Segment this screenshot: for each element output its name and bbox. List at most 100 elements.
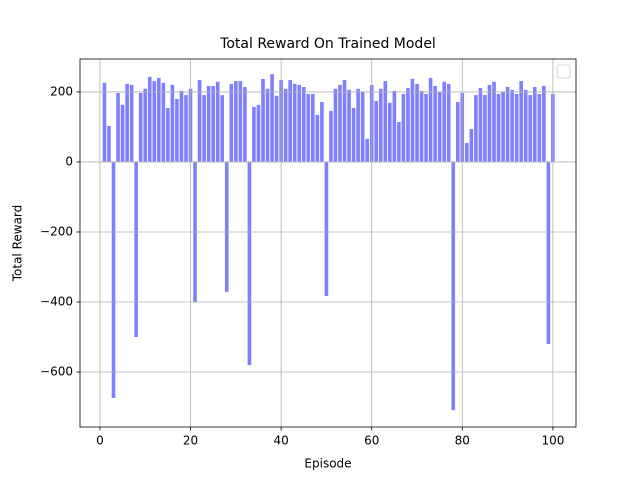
- chart-title: Total Reward On Trained Model: [219, 36, 436, 52]
- x-tick-label: 0: [96, 434, 104, 448]
- bar: [446, 83, 451, 162]
- bar: [120, 104, 125, 162]
- bar: [107, 125, 111, 162]
- bar: [297, 84, 302, 162]
- bar: [378, 88, 383, 162]
- plot-area: 0 20 40 60 80 100 −600 −400 −200 0 200: [40, 58, 577, 448]
- bar: [501, 91, 505, 162]
- y-tick-label: 0: [65, 154, 73, 168]
- x-tick-label: 100: [541, 434, 564, 448]
- bar: [111, 161, 116, 398]
- x-tick-label: 40: [273, 434, 288, 448]
- bar: [247, 161, 252, 366]
- bar: [338, 84, 342, 162]
- bar: [138, 92, 143, 162]
- bar: [134, 161, 138, 338]
- y-axis-label: Total Reward: [11, 205, 25, 283]
- bar: [528, 95, 533, 162]
- bar: [143, 88, 148, 162]
- bar: [211, 85, 215, 162]
- bar: [220, 95, 225, 162]
- bar: [147, 76, 152, 162]
- bar: [342, 80, 347, 162]
- bar: [184, 95, 188, 162]
- bar: [333, 88, 338, 162]
- y-tick-label: 200: [50, 84, 73, 98]
- bar: [306, 94, 311, 162]
- bar: [261, 78, 265, 162]
- bar: [234, 81, 238, 162]
- bar: [292, 83, 297, 162]
- bar: [451, 161, 456, 411]
- bar: [365, 138, 369, 162]
- bar: [442, 81, 446, 162]
- bar: [537, 94, 542, 162]
- x-axis-label: Episode: [304, 457, 351, 471]
- bar: [433, 85, 437, 162]
- bar: [523, 89, 528, 162]
- bar: [406, 88, 410, 162]
- bar: [505, 87, 510, 162]
- bar: [492, 81, 496, 162]
- bar: [474, 95, 478, 162]
- bar: [383, 81, 388, 162]
- bar: [351, 108, 356, 162]
- bar: [252, 106, 256, 162]
- x-tick-label: 60: [364, 434, 379, 448]
- bar: [311, 94, 315, 162]
- y-tick-label: −400: [40, 294, 73, 308]
- bar: [469, 129, 474, 162]
- bar: [270, 74, 274, 162]
- bar: [410, 78, 415, 162]
- bar: [329, 110, 333, 162]
- y-tick-label: −200: [40, 224, 73, 238]
- bar: [374, 101, 379, 162]
- bar: [514, 94, 519, 162]
- bar: [157, 77, 161, 162]
- bar: [256, 104, 261, 162]
- axes-frame: [79, 58, 577, 428]
- bar: [419, 90, 424, 162]
- bar: [437, 91, 442, 162]
- bar: [197, 80, 202, 162]
- bar: [229, 83, 234, 162]
- bar: [424, 94, 428, 162]
- bar: [360, 91, 365, 162]
- bar: [161, 82, 166, 162]
- bar: [397, 122, 401, 162]
- bar: [274, 95, 279, 162]
- bar: [483, 95, 487, 162]
- bar: [125, 83, 129, 162]
- bar: [465, 143, 469, 162]
- bar: [129, 84, 134, 162]
- bar: [478, 88, 483, 162]
- bar: [238, 81, 243, 162]
- bar: [519, 81, 524, 162]
- bar: [175, 98, 179, 162]
- bar: [324, 161, 329, 297]
- bar: [546, 161, 551, 345]
- bar: [532, 87, 537, 162]
- bar: [288, 80, 292, 162]
- bar: [388, 102, 392, 162]
- legend-box: [556, 64, 571, 79]
- bar: [510, 89, 514, 162]
- bar: [283, 88, 288, 162]
- bar: [202, 95, 206, 162]
- x-tick-label: 80: [455, 434, 470, 448]
- y-tick-label: −600: [40, 365, 73, 379]
- bar: [428, 77, 433, 162]
- bar: [152, 81, 157, 162]
- bar: [166, 108, 170, 162]
- bar: [206, 85, 211, 162]
- bar: [102, 82, 107, 162]
- bar: [347, 89, 351, 162]
- x-tick-label: 20: [183, 434, 198, 448]
- bar: [170, 84, 175, 162]
- bar: [179, 90, 184, 162]
- bar: [415, 83, 419, 162]
- bar: [320, 102, 324, 162]
- bar: [301, 87, 306, 162]
